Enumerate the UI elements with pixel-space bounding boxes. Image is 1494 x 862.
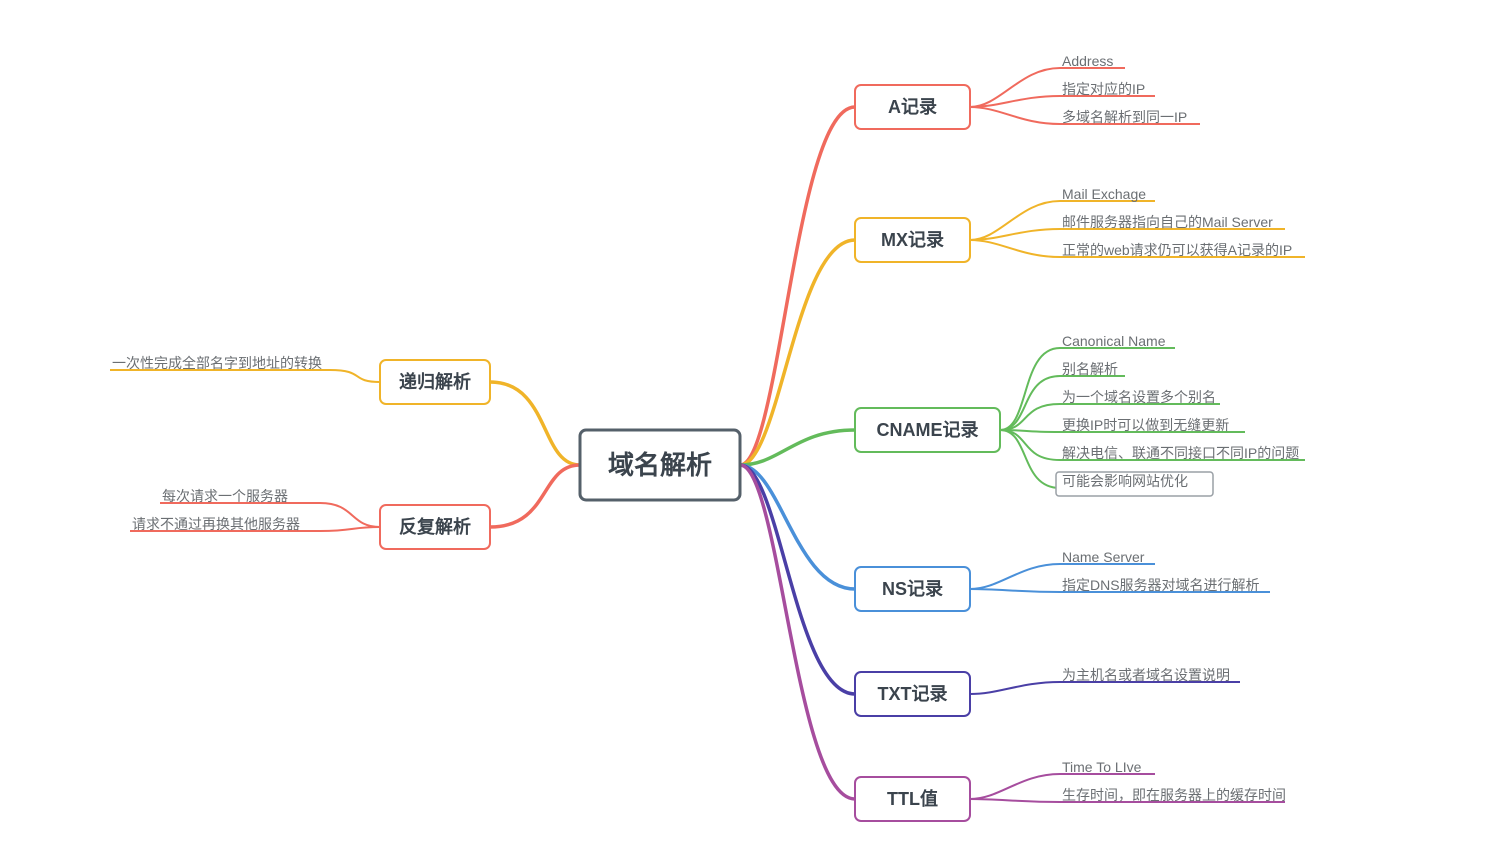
edge-a-record-leaf-1 xyxy=(970,96,1060,107)
ns-record-leaf-text-1: 指定DNS服务器对域名进行解析 xyxy=(1062,577,1260,593)
edge-iterative-leaf-1 xyxy=(320,527,380,531)
edge-iterative-leaf-0 xyxy=(320,503,380,527)
node-label-iterative: 反复解析 xyxy=(399,516,471,537)
txt-record-leaf-text-0: 为主机名或者域名设置说明 xyxy=(1062,667,1230,683)
cname-record-leaf-text-5: 可能会影响网站优化 xyxy=(1062,473,1188,489)
mx-record-leaf-text-0: Mail Exchage xyxy=(1062,186,1146,202)
ns-record-leaf-text-0: Name Server xyxy=(1062,549,1145,565)
edge-root-to-a-record xyxy=(740,107,855,465)
edge-ns-record-leaf-1 xyxy=(970,589,1060,592)
node-label-txt-record: TXT记录 xyxy=(878,684,948,704)
node-label-ttl: TTL值 xyxy=(887,788,938,809)
node-label-a-record: A记录 xyxy=(888,97,937,117)
recursive-leaf-text-0: 一次性完成全部名字到地址的转换 xyxy=(112,355,322,371)
iterative-leaf-text-0: 每次请求一个服务器 xyxy=(162,488,288,504)
edge-root-to-ttl xyxy=(740,465,855,799)
ttl-leaf-text-0: Time To LIve xyxy=(1062,759,1142,775)
a-record-leaf-text-0: Address xyxy=(1062,53,1113,69)
node-label-mx-record: MX记录 xyxy=(881,230,944,250)
node-label-recursive: 递归解析 xyxy=(399,371,471,392)
mx-record-leaf-text-2: 正常的web请求仍可以获得A记录的IP xyxy=(1062,242,1292,258)
cname-record-leaf-text-4: 解决电信、联通不同接口不同IP的问题 xyxy=(1062,445,1299,461)
a-record-leaf-text-2: 多域名解析到同一IP xyxy=(1062,109,1187,125)
edge-mx-record-leaf-2 xyxy=(970,240,1060,257)
cname-record-leaf-text-3: 更换IP时可以做到无缝更新 xyxy=(1062,417,1229,433)
cname-record-leaf-text-2: 为一个域名设置多个别名 xyxy=(1062,389,1216,405)
edge-root-to-iterative xyxy=(490,465,580,527)
root-label: 域名解析 xyxy=(608,450,712,480)
edge-root-to-recursive xyxy=(490,382,580,465)
ttl-leaf-text-1: 生存时间，即在服务器上的缓存时间 xyxy=(1062,787,1286,803)
edge-ttl-leaf-1 xyxy=(970,799,1060,802)
node-label-cname-record: CNAME记录 xyxy=(877,420,979,440)
iterative-leaf-text-1: 请求不通过再换其他服务器 xyxy=(132,516,300,532)
edge-txt-record-leaf-0 xyxy=(970,682,1060,694)
node-label-ns-record: NS记录 xyxy=(882,579,943,599)
edge-a-record-leaf-2 xyxy=(970,107,1060,124)
edge-mx-record-leaf-1 xyxy=(970,229,1060,240)
edge-cname-record-leaf-0 xyxy=(1000,348,1060,430)
a-record-leaf-text-1: 指定对应的IP xyxy=(1062,81,1145,97)
edge-ttl-leaf-0 xyxy=(970,774,1060,799)
cname-record-leaf-text-1: 别名解析 xyxy=(1062,361,1118,377)
edge-cname-record-leaf-4 xyxy=(1000,430,1060,460)
edge-root-to-txt-record xyxy=(740,465,855,694)
mx-record-leaf-text-1: 邮件服务器指向自己的Mail Server xyxy=(1062,214,1273,230)
cname-record-leaf-text-0: Canonical Name xyxy=(1062,333,1166,349)
edge-recursive-leaf-0 xyxy=(330,370,380,382)
edge-ns-record-leaf-0 xyxy=(970,564,1060,589)
mindmap-canvas: Address 指定对应的IP 多域名解析到同一IP Mail Exchage 邮件服务… xyxy=(0,0,1494,862)
edge-cname-record-leaf-1 xyxy=(1000,376,1060,430)
